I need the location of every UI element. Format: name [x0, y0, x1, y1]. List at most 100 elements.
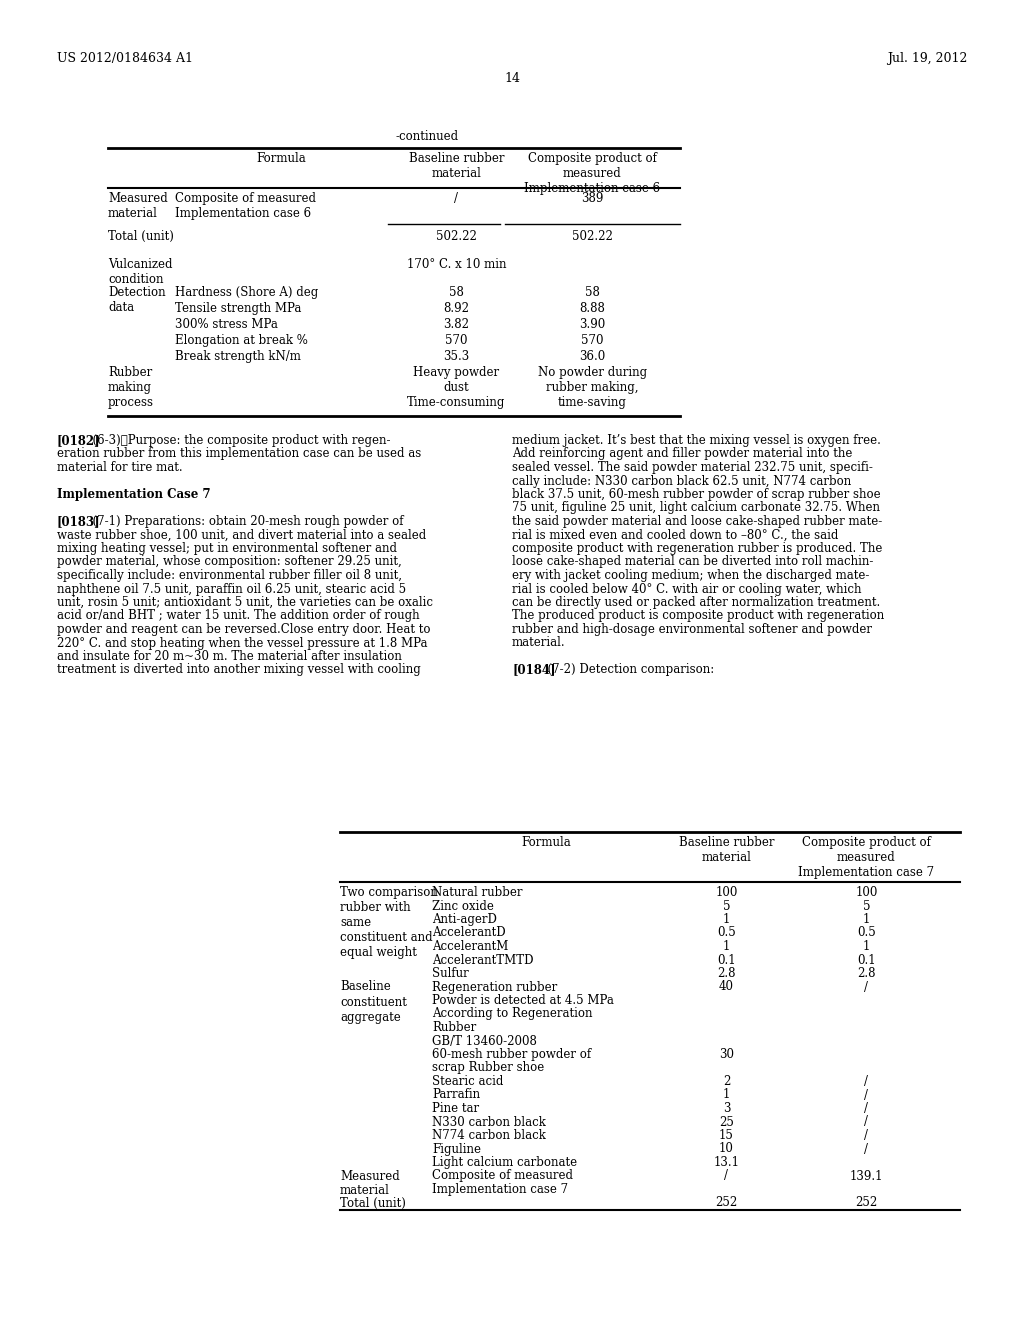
Text: unit, rosin 5 unit; antioxidant 5 unit, the varieties can be oxalic: unit, rosin 5 unit; antioxidant 5 unit, …: [57, 597, 433, 609]
Text: 25: 25: [719, 1115, 734, 1129]
Text: 502.22: 502.22: [572, 230, 613, 243]
Text: Measured
material: Measured material: [108, 191, 168, 220]
Text: Composite product of
measured
Implementation case 6: Composite product of measured Implementa…: [524, 152, 660, 195]
Text: 252: 252: [716, 1196, 737, 1209]
Text: acid or/and BHT ; water 15 unit. The addition order of rough: acid or/and BHT ; water 15 unit. The add…: [57, 610, 420, 623]
Text: /: /: [864, 1102, 868, 1115]
Text: the said powder material and loose cake-shaped rubber mate-: the said powder material and loose cake-…: [512, 515, 883, 528]
Text: medium jacket. It’s best that the mixing vessel is oxygen free.: medium jacket. It’s best that the mixing…: [512, 434, 881, 447]
Text: powder and reagent can be reversed.Close entry door. Heat to: powder and reagent can be reversed.Close…: [57, 623, 430, 636]
Text: 0.5: 0.5: [857, 927, 876, 940]
Text: naphthene oil 7.5 unit, paraffin oil 6.25 unit, stearic acid 5: naphthene oil 7.5 unit, paraffin oil 6.2…: [57, 582, 407, 595]
Text: N774 carbon black: N774 carbon black: [432, 1129, 546, 1142]
Text: /: /: [725, 1170, 728, 1183]
Text: Heavy powder
dust
Time-consuming: Heavy powder dust Time-consuming: [408, 366, 506, 409]
Text: 30: 30: [719, 1048, 734, 1061]
Text: Total (unit): Total (unit): [108, 230, 174, 243]
Text: 3: 3: [723, 1102, 730, 1115]
Text: Regeneration rubber: Regeneration rubber: [432, 981, 557, 994]
Text: AccelerantM: AccelerantM: [432, 940, 508, 953]
Text: Jul. 19, 2012: Jul. 19, 2012: [887, 51, 967, 65]
Text: 2.8: 2.8: [857, 968, 876, 979]
Text: rubber and high-dosage environmental softener and powder: rubber and high-dosage environmental sof…: [512, 623, 872, 636]
Text: 58: 58: [585, 286, 600, 300]
Text: 3.82: 3.82: [443, 318, 469, 331]
Text: 35.3: 35.3: [443, 350, 470, 363]
Text: Hardness (Shore A) deg: Hardness (Shore A) deg: [175, 286, 318, 300]
Text: /: /: [455, 191, 459, 205]
Text: According to Regeneration: According to Regeneration: [432, 1007, 593, 1020]
Text: rial is cooled below 40° C. with air or cooling water, which: rial is cooled below 40° C. with air or …: [512, 582, 861, 595]
Text: mixing heating vessel; put in environmental softener and: mixing heating vessel; put in environmen…: [57, 543, 397, 554]
Text: /: /: [864, 1129, 868, 1142]
Text: Pine tar: Pine tar: [432, 1102, 479, 1115]
Text: AccelerantTMTD: AccelerantTMTD: [432, 953, 534, 966]
Text: Add reinforcing agent and filler powder material into the: Add reinforcing agent and filler powder …: [512, 447, 852, 461]
Text: Anti-agerD: Anti-agerD: [432, 913, 497, 927]
Text: 300% stress MPa: 300% stress MPa: [175, 318, 278, 331]
Text: (6-3)、Purpose: the composite product with regen-: (6-3)、Purpose: the composite product wit…: [85, 434, 391, 447]
Text: treatment is diverted into another mixing vessel with cooling: treatment is diverted into another mixin…: [57, 664, 421, 676]
Text: Parrafin: Parrafin: [432, 1089, 480, 1101]
Text: Natural rubber: Natural rubber: [432, 886, 522, 899]
Text: 1: 1: [723, 913, 730, 927]
Text: eration rubber from this implementation case can be used as: eration rubber from this implementation …: [57, 447, 421, 461]
Text: 252: 252: [855, 1196, 878, 1209]
Text: 220° C. and stop heating when the vessel pressure at 1.8 MPa: 220° C. and stop heating when the vessel…: [57, 636, 427, 649]
Text: 389: 389: [582, 191, 604, 205]
Text: /: /: [864, 1089, 868, 1101]
Text: 0.5: 0.5: [717, 927, 736, 940]
Text: 58: 58: [450, 286, 464, 300]
Text: 5: 5: [863, 899, 870, 912]
Text: Rubber: Rubber: [432, 1020, 476, 1034]
Text: sealed vessel. The said powder material 232.75 unit, specifi-: sealed vessel. The said powder material …: [512, 461, 872, 474]
Text: Elongation at break %: Elongation at break %: [175, 334, 308, 347]
Text: Composite of measured
Implementation case 6: Composite of measured Implementation cas…: [175, 191, 316, 220]
Text: cally include: N330 carbon black 62.5 unit, N774 carbon: cally include: N330 carbon black 62.5 un…: [512, 474, 851, 487]
Text: Zinc oxide: Zinc oxide: [432, 899, 494, 912]
Text: material for tire mat.: material for tire mat.: [57, 461, 182, 474]
Text: 570: 570: [445, 334, 468, 347]
Text: loose cake-shaped material can be diverted into roll machin-: loose cake-shaped material can be divert…: [512, 556, 873, 569]
Text: 5: 5: [723, 899, 730, 912]
Text: Sulfur: Sulfur: [432, 968, 469, 979]
Text: material.: material.: [512, 636, 565, 649]
Text: 100: 100: [716, 886, 737, 899]
Text: rial is mixed even and cooled down to –80° C., the said: rial is mixed even and cooled down to –8…: [512, 528, 839, 541]
Text: (7-1) Preparations: obtain 20-mesh rough powder of: (7-1) Preparations: obtain 20-mesh rough…: [85, 515, 403, 528]
Text: No powder during
rubber making,
time-saving: No powder during rubber making, time-sav…: [538, 366, 647, 409]
Text: US 2012/0184634 A1: US 2012/0184634 A1: [57, 51, 193, 65]
Text: /: /: [864, 1143, 868, 1155]
Text: -continued: -continued: [396, 129, 459, 143]
Text: Detection
data: Detection data: [108, 286, 166, 314]
Text: Composite of measured: Composite of measured: [432, 1170, 573, 1183]
Text: 8.92: 8.92: [443, 302, 469, 315]
Text: Baseline rubber
material: Baseline rubber material: [679, 836, 774, 865]
Text: /: /: [864, 981, 868, 994]
Text: Baseline rubber
material: Baseline rubber material: [409, 152, 504, 180]
Text: Formula: Formula: [521, 836, 570, 849]
Text: AccelerantD: AccelerantD: [432, 927, 506, 940]
Text: 36.0: 36.0: [580, 350, 605, 363]
Text: 60-mesh rubber powder of: 60-mesh rubber powder of: [432, 1048, 591, 1061]
Text: [0183]: [0183]: [57, 515, 100, 528]
Text: N330 carbon black: N330 carbon black: [432, 1115, 546, 1129]
Text: 15: 15: [719, 1129, 734, 1142]
Text: 1: 1: [863, 940, 870, 953]
Text: waste rubber shoe, 100 unit, and divert material into a sealed: waste rubber shoe, 100 unit, and divert …: [57, 528, 426, 541]
Text: 75 unit, figuline 25 unit, light calcium carbonate 32.75. When: 75 unit, figuline 25 unit, light calcium…: [512, 502, 880, 515]
Text: can be directly used or packed after normalization treatment.: can be directly used or packed after nor…: [512, 597, 881, 609]
Text: GB/T 13460-2008: GB/T 13460-2008: [432, 1035, 537, 1048]
Text: 8.88: 8.88: [580, 302, 605, 315]
Text: 14: 14: [504, 73, 520, 84]
Text: 0.1: 0.1: [857, 953, 876, 966]
Text: 502.22: 502.22: [436, 230, 477, 243]
Text: 10: 10: [719, 1143, 734, 1155]
Text: Rubber
making
process: Rubber making process: [108, 366, 154, 409]
Text: Implementation Case 7: Implementation Case 7: [57, 488, 211, 502]
Text: 170° C. x 10 min: 170° C. x 10 min: [407, 257, 506, 271]
Text: (7-2) Detection comparison:: (7-2) Detection comparison:: [541, 664, 715, 676]
Text: 40: 40: [719, 981, 734, 994]
Text: 0.1: 0.1: [717, 953, 736, 966]
Text: 139.1: 139.1: [850, 1170, 884, 1183]
